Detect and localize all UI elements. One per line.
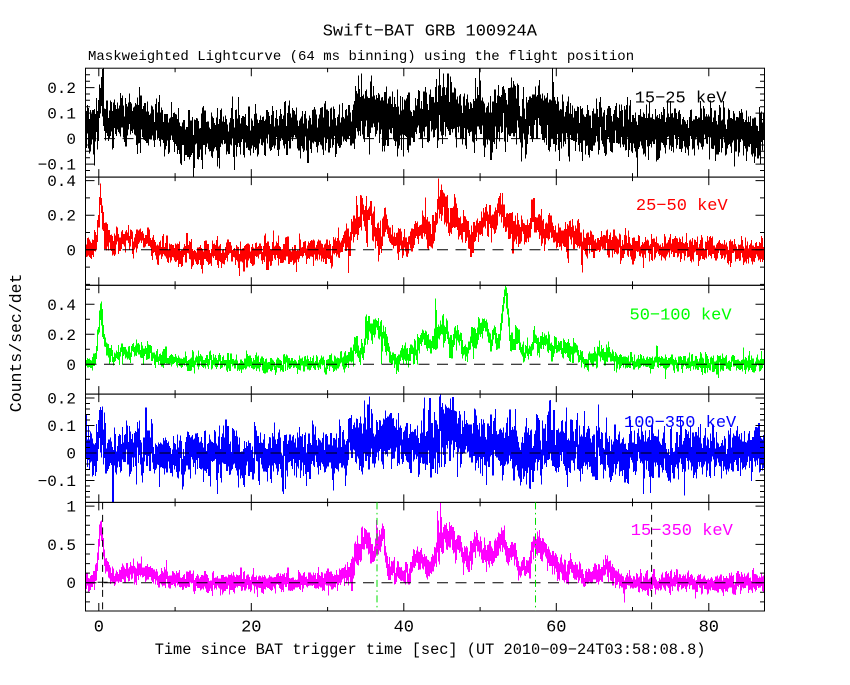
svg-text:0.1: 0.1 — [47, 418, 76, 436]
svg-text:1: 1 — [66, 499, 76, 517]
svg-text:0: 0 — [94, 619, 104, 638]
svg-text:40: 40 — [394, 619, 414, 638]
svg-text:25−50 keV: 25−50 keV — [636, 197, 729, 216]
svg-text:80: 80 — [699, 619, 719, 638]
svg-text:0: 0 — [66, 131, 76, 149]
svg-text:60: 60 — [546, 619, 566, 638]
svg-text:20: 20 — [241, 619, 261, 638]
svg-text:Counts/sec/det: Counts/sec/det — [7, 274, 26, 413]
svg-text:100−350 keV: 100−350 keV — [624, 414, 737, 433]
svg-text:0.2: 0.2 — [47, 80, 76, 98]
svg-text:−0.1: −0.1 — [38, 157, 76, 175]
svg-text:0: 0 — [66, 242, 76, 260]
svg-text:Maskweighted Lightcurve (64 ms: Maskweighted Lightcurve (64 ms binning) … — [88, 49, 634, 65]
svg-text:−0.1: −0.1 — [38, 473, 76, 491]
svg-text:0: 0 — [66, 575, 76, 593]
svg-text:0.2: 0.2 — [47, 208, 76, 226]
svg-text:0.2: 0.2 — [47, 327, 76, 345]
svg-text:Time since BAT trigger time [s: Time since BAT trigger time [sec] (UT 20… — [155, 641, 706, 659]
svg-text:Swift−BAT GRB 100924A: Swift−BAT GRB 100924A — [323, 23, 538, 42]
svg-text:0.5: 0.5 — [47, 537, 76, 555]
svg-text:50−100 keV: 50−100 keV — [630, 306, 733, 325]
svg-text:0.1: 0.1 — [47, 106, 76, 124]
svg-text:15−25 keV: 15−25 keV — [635, 90, 728, 109]
svg-text:0: 0 — [66, 446, 76, 464]
svg-text:15−350 keV: 15−350 keV — [631, 522, 734, 541]
svg-text:0.4: 0.4 — [47, 297, 76, 315]
svg-text:0.2: 0.2 — [47, 391, 76, 409]
svg-text:0.4: 0.4 — [47, 173, 76, 191]
svg-text:0: 0 — [66, 357, 76, 375]
